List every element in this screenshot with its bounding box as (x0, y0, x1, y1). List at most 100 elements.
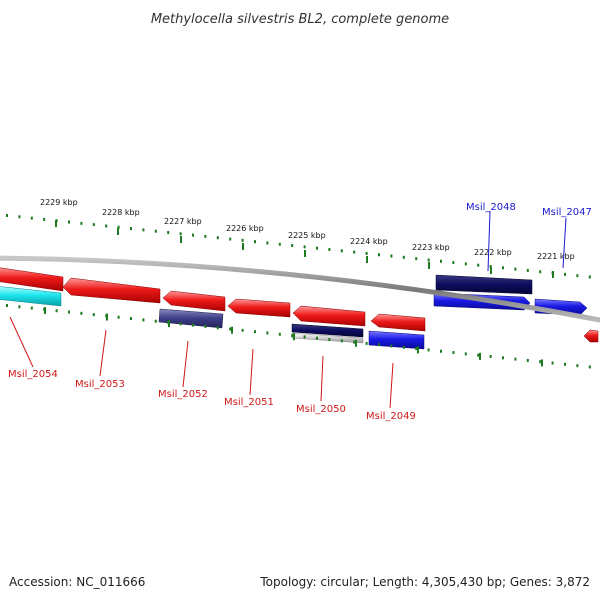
gene-arrow-msil-2051[interactable] (227, 298, 291, 318)
minor-tick (68, 220, 70, 224)
inner-major-tick (231, 326, 233, 334)
minor-tick (278, 332, 281, 336)
outer-tick-track (6, 214, 591, 279)
tick-2229: 2229 kbp (40, 198, 78, 227)
minor-tick (576, 274, 579, 278)
gene-arrow-edge[interactable] (583, 329, 599, 343)
minor-tick (340, 339, 343, 343)
minor-tick (539, 270, 542, 274)
reverse-strand-genes (0, 267, 599, 350)
gene-labels: Msil_2048 Msil_2047 Msil_2054 Msil_2053 … (8, 202, 592, 422)
inner-major-tick (417, 346, 419, 354)
minor-tick (390, 344, 393, 348)
gene-arrow-msil-2050[interactable] (292, 305, 366, 327)
minor-tick (427, 258, 430, 262)
tick-2221: 2221 kbp (537, 252, 575, 278)
minor-tick (365, 341, 368, 345)
leader-line (9, 316, 34, 368)
minor-tick (340, 249, 343, 253)
minor-tick (402, 255, 405, 259)
minor-tick (378, 253, 380, 257)
gene-label-text: Msil_2053 (75, 379, 125, 390)
gene-label-text: Msil_2051 (224, 397, 274, 408)
minor-tick (328, 247, 331, 251)
tick-label: 2228 kbp (102, 208, 140, 217)
minor-tick (92, 223, 95, 227)
tick-label: 2223 kbp (412, 243, 450, 252)
gene-label-msil-2054[interactable]: Msil_2054 (8, 316, 58, 380)
gene-label-text: Msil_2047 (542, 207, 592, 218)
tick-label: 2224 kbp (350, 237, 388, 246)
tick-2223: 2223 kbp (412, 243, 450, 269)
minor-tick (142, 228, 145, 232)
minor-tick (167, 230, 170, 234)
minor-tick (43, 217, 46, 221)
minor-tick (588, 365, 591, 369)
gene-label-text: Msil_2048 (466, 202, 516, 213)
minor-tick (576, 364, 579, 368)
minor-tick (502, 266, 504, 270)
gene-label-msil-2053[interactable]: Msil_2053 (75, 329, 125, 390)
minor-tick (365, 251, 368, 255)
minor-tick (241, 238, 244, 242)
minor-tick (154, 229, 157, 233)
minor-tick (117, 315, 120, 319)
minor-tick (514, 267, 517, 271)
leader-line (389, 362, 394, 409)
gene-block-msil-2050-navy[interactable] (291, 323, 364, 338)
gene-label-text: Msil_2049 (366, 411, 416, 422)
minor-tick (80, 311, 83, 315)
tick-2224: 2224 kbp (350, 237, 388, 263)
minor-tick (266, 241, 269, 245)
minor-tick (303, 245, 306, 249)
map-title: Methylocella silvestris BL2, complete ge… (151, 12, 449, 27)
minor-tick (130, 227, 132, 231)
gene-arrow-msil-2053[interactable] (62, 277, 161, 304)
minor-tick (477, 353, 480, 357)
gene-label-msil-2052[interactable]: Msil_2052 (158, 340, 208, 400)
minor-tick (6, 214, 8, 217)
tick-label: 2225 kbp (288, 231, 326, 240)
minor-tick (142, 318, 145, 322)
gene-block-msil-2052[interactable] (158, 308, 224, 329)
gene-label-msil-2051[interactable]: Msil_2051 (224, 348, 274, 408)
gene-arrow-msil-2052[interactable] (162, 290, 226, 312)
minor-tick (6, 304, 8, 307)
minor-tick (526, 268, 529, 272)
minor-tick (415, 257, 418, 261)
gene-label-msil-2048[interactable]: Msil_2048 (466, 202, 516, 272)
tick-2228: 2228 kbp (102, 208, 140, 235)
minor-tick (464, 352, 467, 356)
gene-label-msil-2047[interactable]: Msil_2047 (542, 207, 592, 269)
minor-tick (68, 310, 70, 314)
minor-tick (427, 348, 430, 352)
minor-tick (551, 361, 554, 365)
minor-tick (489, 264, 492, 268)
inner-major-tick (44, 307, 46, 315)
gene-label-msil-2050[interactable]: Msil_2050 (296, 355, 346, 415)
gene-arrow-msil-2048-a[interactable] (435, 274, 533, 295)
gene-arrow-msil-2054[interactable] (0, 267, 64, 292)
minor-tick (30, 306, 33, 310)
gene-block-msil-2049[interactable] (368, 330, 425, 350)
minor-tick (192, 323, 194, 327)
minor-tick (378, 343, 380, 347)
topology-text: Topology: circular; Length: 4,305,430 bp… (259, 575, 590, 589)
minor-tick (30, 216, 33, 220)
tick-label: 2226 kbp (226, 224, 264, 233)
tick-label: 2227 kbp (164, 217, 202, 226)
leader-line (182, 340, 189, 388)
minor-tick (440, 349, 442, 353)
gene-label-msil-2049[interactable]: Msil_2049 (366, 362, 416, 422)
gene-arrow-msil-2049[interactable] (370, 313, 426, 332)
minor-tick (204, 234, 207, 238)
minor-tick (588, 275, 591, 279)
gene-label-text: Msil_2050 (296, 404, 346, 415)
minor-tick (390, 254, 393, 258)
minor-tick (229, 237, 232, 241)
minor-tick (254, 240, 256, 244)
minor-tick (18, 305, 21, 309)
minor-tick (564, 362, 566, 366)
gene-arrow-msil-2054-cyan[interactable] (0, 286, 62, 307)
